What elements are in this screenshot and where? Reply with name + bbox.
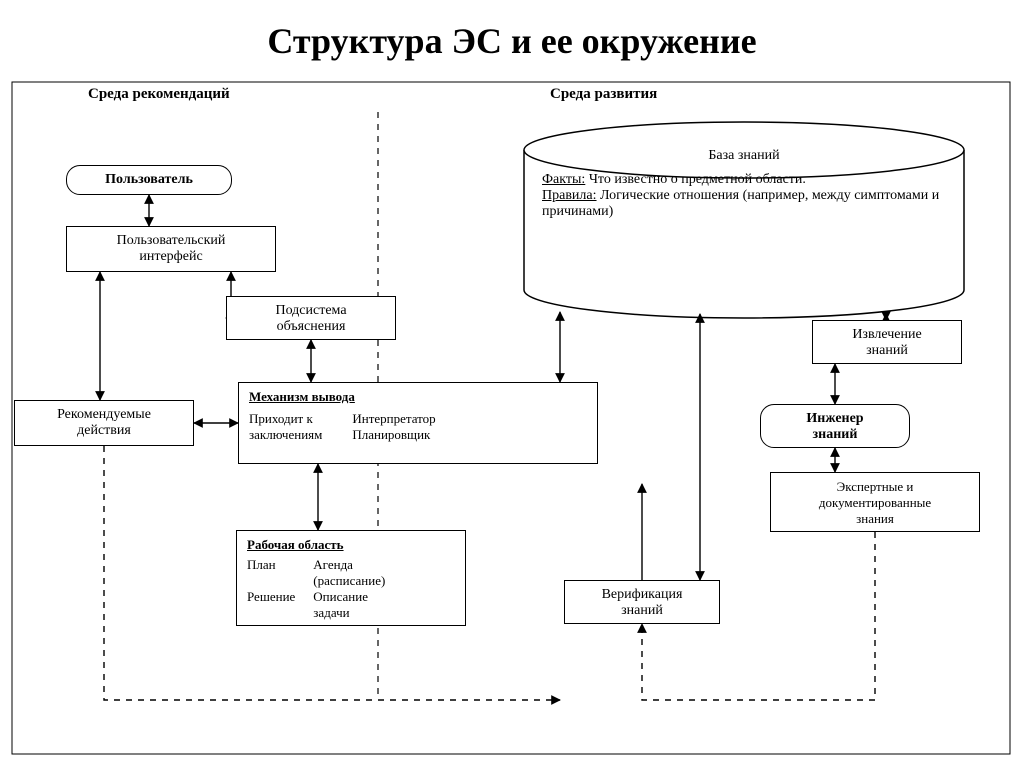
node-inference: Механизм выводаПриходит кзаключениямИнте… (238, 382, 598, 464)
node-extract: Извлечениезнаний (812, 320, 962, 364)
node-knowledge-base: База знанийФакты: Что известно о предмет… (542, 172, 946, 220)
node-ui: Пользовательскийинтерфейс (66, 226, 276, 272)
node-engineer: Инженерзнаний (760, 404, 910, 448)
node-expertise: Экспертные идокументированныезнания (770, 472, 980, 532)
node-workarea: Рабочая областьПлан РешениеАгенда(распис… (236, 530, 466, 626)
node-verify: Верификациязнаний (564, 580, 720, 624)
node-user: Пользователь (66, 165, 232, 195)
node-actions: Рекомендуемыедействия (14, 400, 194, 446)
node-explain: Подсистемаобъяснения (226, 296, 396, 340)
